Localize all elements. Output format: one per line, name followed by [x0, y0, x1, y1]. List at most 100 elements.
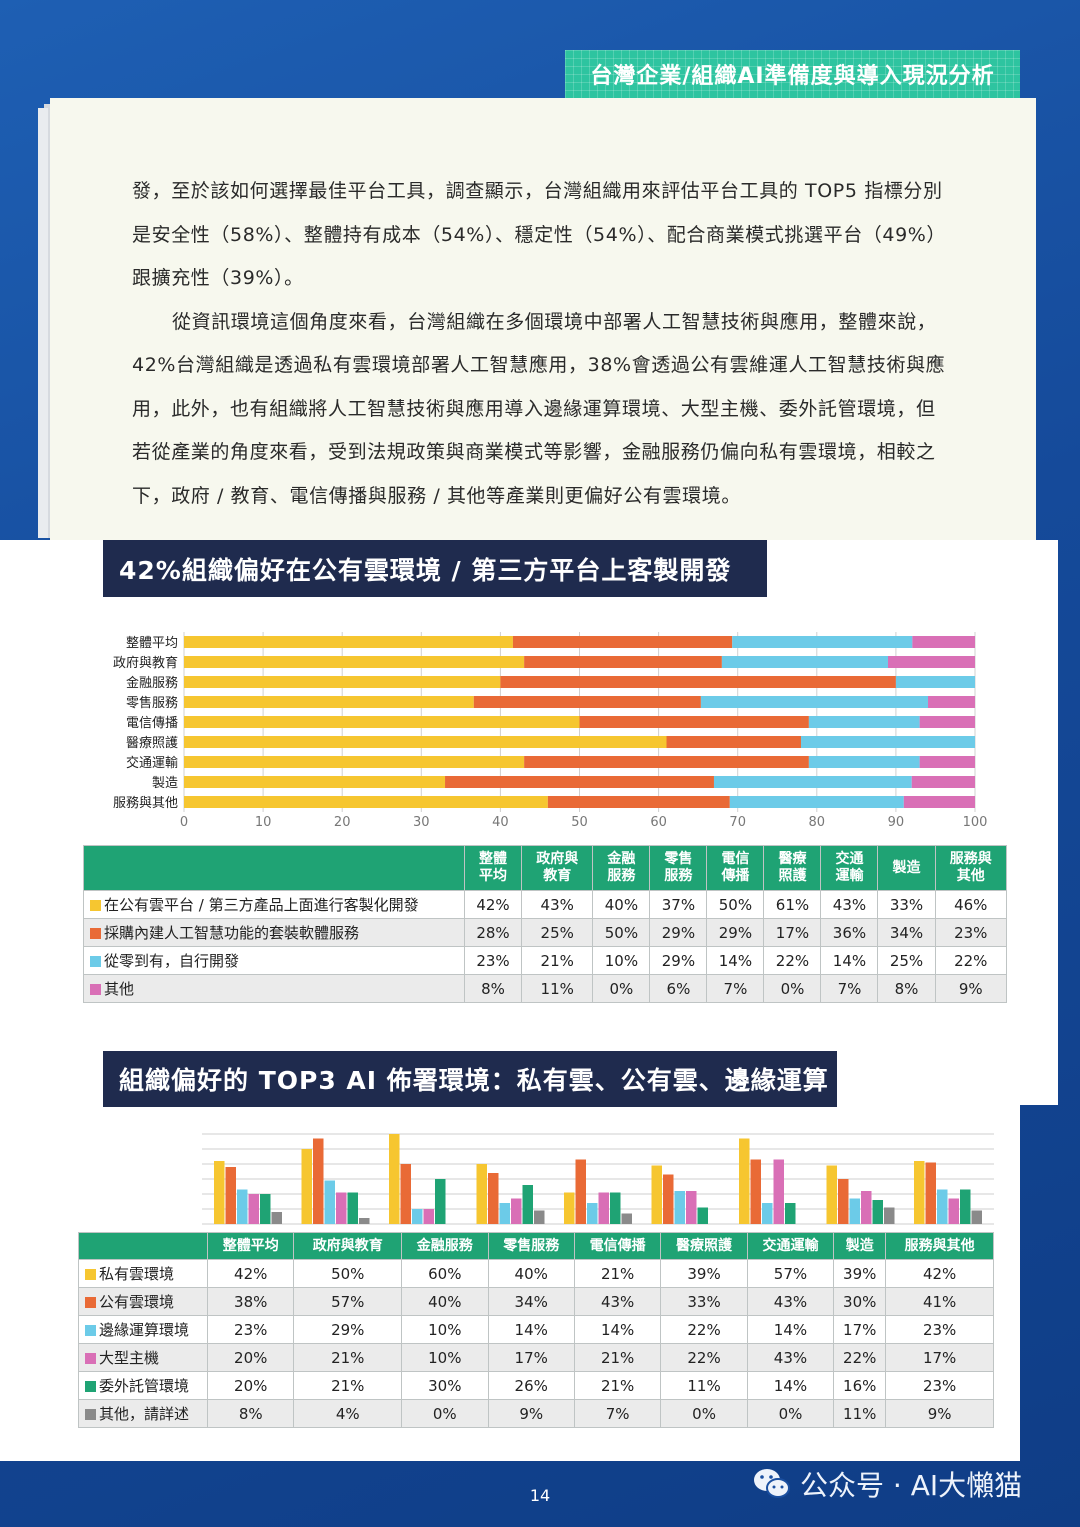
bar [598, 1192, 609, 1224]
bar-segment [184, 696, 474, 708]
table-cell: 23% [885, 1315, 994, 1344]
body-paragraph-2: 從資訊環境這個角度來看，台灣組織在多個環境中部署人工智慧技術與應用，整體來說，4… [132, 310, 946, 507]
table-cell: 40% [401, 1287, 489, 1316]
bar-segment [732, 636, 913, 648]
table-cell: 10% [401, 1343, 489, 1372]
table-cell: 23% [463, 946, 523, 975]
bar-segment [473, 696, 701, 708]
grouped-bar-chart [202, 1133, 994, 1225]
y-category-label: 交通運輸 [126, 755, 178, 771]
legend-swatch [85, 1325, 96, 1336]
bar [534, 1210, 545, 1224]
chart-panel-1 [0, 540, 1058, 1105]
legend-swatch [85, 1297, 96, 1308]
table-cell: 60% [401, 1259, 489, 1288]
bar [762, 1203, 773, 1224]
table-cell: 14% [573, 1315, 662, 1344]
table-cell: 21% [573, 1371, 662, 1400]
table-cell: 9% [934, 974, 1007, 1003]
y-category-label: 零售服務 [126, 695, 178, 711]
bar [564, 1192, 575, 1224]
bar-segment [887, 656, 975, 668]
bar [739, 1138, 750, 1224]
y-category-label: 醫療照護 [126, 735, 178, 751]
column-header: 金融服務 [592, 845, 651, 891]
watermark: 公众号 · AI大懶猫 [752, 1464, 1022, 1504]
legend-swatch [85, 1409, 96, 1420]
table-cell: 23% [206, 1315, 295, 1344]
table-cell: 0% [660, 1399, 748, 1428]
table-cell: 21% [293, 1343, 403, 1372]
legend-swatch [85, 1353, 96, 1364]
bar-segment [800, 736, 975, 748]
bar [499, 1203, 510, 1224]
table-cell: 43% [521, 890, 594, 919]
chart2-data-table: 整體平均 政府與教育 金融服務 零售服務 電信傳播 醫療照護 交通運輸 製造 服務與其他 私有雲環… [78, 1232, 994, 1428]
table-cell: 42% [463, 890, 523, 919]
bar-segment [579, 716, 809, 728]
table-cell: 42% [885, 1259, 994, 1288]
bar [575, 1159, 586, 1224]
x-tick-label: 90 [888, 815, 905, 830]
legend-swatch [90, 928, 101, 939]
x-tick-label: 50 [571, 815, 588, 830]
table-cell: 21% [573, 1259, 662, 1288]
bar-segment [184, 716, 580, 728]
bar [412, 1209, 423, 1224]
column-header: 交通運輸 [746, 1232, 835, 1260]
bar [750, 1159, 761, 1224]
bar-segment [184, 676, 501, 688]
table-cell: 17% [763, 918, 822, 947]
x-tick-label: 10 [255, 815, 272, 830]
bar [861, 1191, 872, 1224]
bar-segment [184, 736, 667, 748]
row-label: 公有雲環境 [99, 1293, 175, 1311]
bar [697, 1207, 708, 1224]
bar-segment [895, 676, 975, 688]
table-cell: 11% [660, 1371, 748, 1400]
table-cell: 34% [877, 918, 936, 947]
bar [826, 1165, 837, 1224]
bar [336, 1192, 347, 1224]
table-cell: 8% [463, 974, 523, 1003]
table-row: 在公有雲平台 / 第三方產品上面進行客製化開發 42% 43% 40% 37% 50% 61… [83, 890, 1007, 919]
legend-swatch [90, 900, 101, 911]
header-title: 台灣企業/組織AI準備度與導入現況分析 [565, 50, 1020, 98]
table-row: 從零到有，自行開發 23% 21% 10% 29% 14% 22% 14% 25% 22% [83, 946, 1007, 975]
table-cell: 34% [487, 1287, 575, 1316]
bar [237, 1189, 248, 1224]
table-cell: 40% [487, 1259, 575, 1288]
column-header: 零售服務 [649, 845, 708, 891]
table-cell: 14% [746, 1371, 835, 1400]
column-header: 政府與教育 [293, 1232, 403, 1260]
table-cell: 43% [573, 1287, 662, 1316]
bar [359, 1218, 370, 1224]
table-row: 大型主機 20% 21% 10% 17% 21% 22% 43% 22% 17% [78, 1343, 994, 1372]
table-cell: 16% [833, 1371, 887, 1400]
bar [663, 1174, 674, 1224]
table-cell: 7% [820, 974, 879, 1003]
column-header: 金融服務 [401, 1232, 489, 1260]
bar-segment [184, 656, 525, 668]
bar-segment [184, 636, 513, 648]
bar [674, 1191, 685, 1224]
y-category-label: 服務與其他 [113, 796, 178, 811]
bar [435, 1179, 446, 1224]
bar-segment [184, 776, 446, 788]
column-header: 服務與其他 [934, 845, 1007, 891]
legend-swatch [90, 956, 101, 967]
bar [971, 1210, 982, 1224]
bar-segment [184, 756, 525, 768]
bar-segment [903, 796, 975, 808]
row-label: 私有雲環境 [99, 1265, 175, 1283]
table-cell: 17% [885, 1343, 994, 1372]
table-cell: 33% [877, 890, 936, 919]
section1-title: 42%組織偏好在公有雲環境 / 第三方平台上客製開發 [103, 540, 767, 597]
bar [301, 1149, 312, 1224]
bar [587, 1203, 598, 1224]
bar [914, 1161, 925, 1224]
column-header: 服務與其他 [885, 1232, 994, 1260]
table-cell: 21% [293, 1371, 403, 1400]
y-category-label: 金融服務 [126, 675, 178, 691]
bar [324, 1180, 335, 1224]
